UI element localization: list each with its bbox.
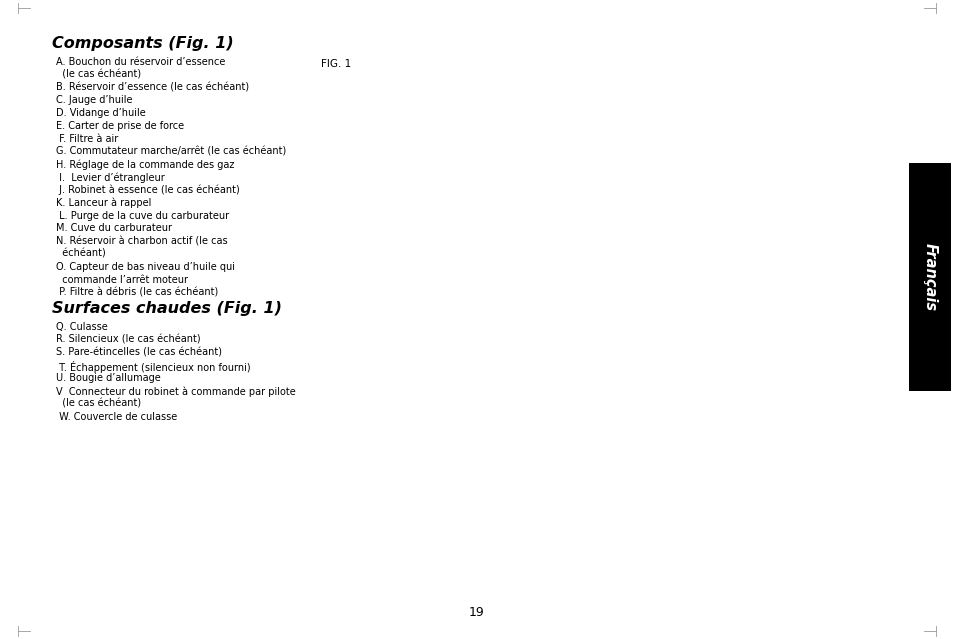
Text: V  Connecteur du robinet à commande par pilote: V Connecteur du robinet à commande par p…	[56, 386, 295, 397]
Text: J. Robinet à essence (le cas échéant): J. Robinet à essence (le cas échéant)	[56, 185, 239, 196]
Text: L. Purge de la cuve du carburateur: L. Purge de la cuve du carburateur	[56, 211, 229, 220]
Text: H. Réglage de la commande des gaz: H. Réglage de la commande des gaz	[56, 159, 234, 170]
Text: commande l’arrêt moteur: commande l’arrêt moteur	[56, 275, 188, 284]
Text: Composants (Fig. 1): Composants (Fig. 1)	[52, 36, 233, 51]
Text: Q. Culasse: Q. Culasse	[56, 322, 108, 332]
Text: E. Carter de prise de force: E. Carter de prise de force	[56, 121, 184, 131]
Text: C. Jauge d’huile: C. Jauge d’huile	[56, 95, 132, 105]
Text: R. Silencieux (le cas échéant): R. Silencieux (le cas échéant)	[56, 335, 200, 345]
Bar	[908, 163, 950, 391]
Text: O. Capteur de bas niveau d’huile qui: O. Capteur de bas niveau d’huile qui	[56, 262, 234, 272]
Text: N. Réservoir à charbon actif (le cas: N. Réservoir à charbon actif (le cas	[56, 236, 228, 246]
Text: K. Lanceur à rappel: K. Lanceur à rappel	[56, 198, 152, 208]
Text: B. Réservoir d’essence (le cas échéant): B. Réservoir d’essence (le cas échéant)	[56, 82, 249, 93]
Text: (le cas échéant): (le cas échéant)	[56, 399, 141, 409]
Text: A. Bouchon du réservoir d’essence: A. Bouchon du réservoir d’essence	[56, 57, 225, 67]
Text: échéant): échéant)	[56, 249, 106, 259]
Text: W. Couvercle de culasse: W. Couvercle de culasse	[56, 412, 177, 422]
Text: M. Cuve du carburateur: M. Cuve du carburateur	[56, 224, 172, 233]
Text: I.  Levier d’étrangleur: I. Levier d’étrangleur	[56, 172, 165, 183]
Text: FIG. 1: FIG. 1	[320, 59, 351, 69]
Text: D. Vidange d’huile: D. Vidange d’huile	[56, 108, 146, 118]
Text: U. Bougie d’allumage: U. Bougie d’allumage	[56, 373, 161, 383]
Text: T. Échappement (silencieux non fourni): T. Échappement (silencieux non fourni)	[56, 360, 251, 373]
Text: Français: Français	[922, 243, 937, 311]
Text: F. Filtre à air: F. Filtre à air	[56, 134, 118, 144]
Text: S. Pare-étincelles (le cas échéant): S. Pare-étincelles (le cas échéant)	[56, 348, 222, 358]
Text: 19: 19	[469, 606, 484, 619]
Text: P. Filtre à débris (le cas échéant): P. Filtre à débris (le cas échéant)	[56, 288, 218, 297]
Text: (le cas échéant): (le cas échéant)	[56, 70, 141, 80]
Text: Surfaces chaudes (Fig. 1): Surfaces chaudes (Fig. 1)	[52, 301, 282, 316]
Text: G. Commutateur marche/arrêt (le cas échéant): G. Commutateur marche/arrêt (le cas éché…	[56, 146, 286, 157]
